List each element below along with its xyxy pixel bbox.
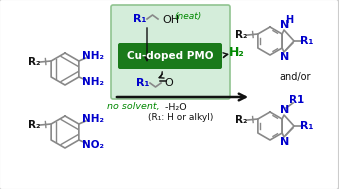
Text: R₁: R₁ xyxy=(300,36,314,46)
Text: R₂: R₂ xyxy=(235,115,247,125)
Text: NH₂: NH₂ xyxy=(82,114,104,124)
Text: R₁: R₁ xyxy=(300,121,314,131)
Text: N: N xyxy=(280,137,290,147)
Text: (neat): (neat) xyxy=(174,12,201,22)
Text: NH₂: NH₂ xyxy=(82,51,104,61)
Text: R₁: R₁ xyxy=(136,78,150,88)
Text: O: O xyxy=(164,78,173,88)
Text: OH: OH xyxy=(162,15,179,25)
Text: H₂: H₂ xyxy=(229,46,245,59)
Text: N: N xyxy=(280,52,290,62)
Text: NO₂: NO₂ xyxy=(82,140,104,150)
Text: (R₁: H or alkyl): (R₁: H or alkyl) xyxy=(148,112,214,122)
Text: R₂: R₂ xyxy=(28,57,40,67)
Text: N: N xyxy=(280,20,290,30)
Text: H: H xyxy=(285,15,293,25)
Text: Cu-doped PMO: Cu-doped PMO xyxy=(127,51,213,61)
Text: N: N xyxy=(280,105,290,115)
Text: R1: R1 xyxy=(290,95,305,105)
Text: R₂: R₂ xyxy=(28,120,40,130)
FancyBboxPatch shape xyxy=(111,5,230,99)
Text: R₂: R₂ xyxy=(235,30,247,40)
Text: -H₂O: -H₂O xyxy=(162,102,187,112)
Text: no solvent,: no solvent, xyxy=(107,102,160,112)
Text: R₁: R₁ xyxy=(133,14,147,24)
FancyBboxPatch shape xyxy=(118,43,222,69)
Text: and/or: and/or xyxy=(279,72,311,82)
Text: NH₂: NH₂ xyxy=(82,77,104,87)
